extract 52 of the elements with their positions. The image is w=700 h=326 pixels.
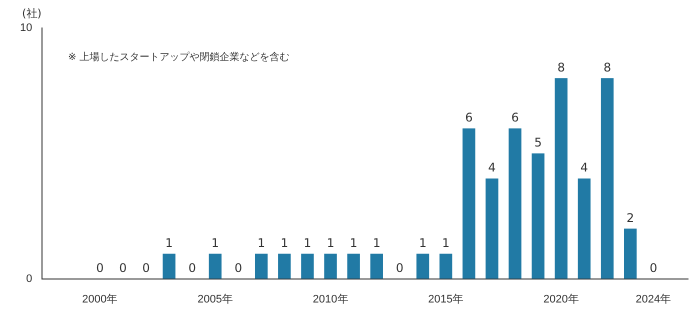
data-label: 1 xyxy=(280,236,288,250)
data-label: 6 xyxy=(511,110,519,124)
x-tick-label: 2005年 xyxy=(197,293,233,306)
data-label: 0 xyxy=(234,260,242,275)
data-label: 6 xyxy=(465,110,473,124)
bar xyxy=(439,254,452,279)
bar xyxy=(208,254,222,279)
data-label: 1 xyxy=(372,236,380,250)
data-label: 2 xyxy=(626,210,634,225)
bar xyxy=(532,153,544,279)
data-label: 1 xyxy=(165,236,173,250)
bar xyxy=(278,254,291,279)
data-label: 0 xyxy=(142,260,150,275)
data-label: 8 xyxy=(557,60,565,74)
bar xyxy=(301,254,314,279)
bar xyxy=(347,254,360,279)
x-tick-label: 2015年 xyxy=(428,293,464,306)
data-label: 5 xyxy=(534,136,542,150)
bar xyxy=(554,78,568,279)
data-label: 0 xyxy=(188,260,196,275)
x-tick-label: 2024年 xyxy=(636,293,672,306)
data-label: 1 xyxy=(258,236,266,250)
data-label: 0 xyxy=(396,260,404,275)
x-tick-label: 2020年 xyxy=(543,293,579,306)
data-label: 4 xyxy=(580,160,588,175)
bar xyxy=(370,254,383,279)
bar xyxy=(416,254,430,279)
data-label: 1 xyxy=(418,236,427,250)
bar xyxy=(508,128,522,279)
bar xyxy=(324,254,337,279)
data-label: 1 xyxy=(211,236,220,250)
data-label: 0 xyxy=(119,260,127,275)
bar xyxy=(254,254,268,279)
data-label: 8 xyxy=(603,60,612,74)
data-label: 0 xyxy=(96,260,104,275)
data-label: 4 xyxy=(488,160,496,175)
y-axis-title: (社) xyxy=(22,6,42,21)
data-label: 1 xyxy=(350,236,358,250)
x-tick-label: 2010年 xyxy=(312,293,348,306)
data-label: 1 xyxy=(304,236,312,250)
y-tick-label: 10 xyxy=(20,22,32,34)
annotation: ※ 上場したスタートアップや閉鎖企業などを含む xyxy=(68,50,290,64)
bar xyxy=(600,78,614,279)
x-tick-label: 2000年 xyxy=(82,293,118,306)
bar xyxy=(462,128,476,279)
bar xyxy=(624,228,637,279)
data-label: 1 xyxy=(442,236,450,250)
data-label: 0 xyxy=(650,260,658,275)
bar xyxy=(162,254,176,279)
bar xyxy=(486,178,498,279)
bar xyxy=(578,178,591,279)
data-label: 1 xyxy=(326,236,334,250)
